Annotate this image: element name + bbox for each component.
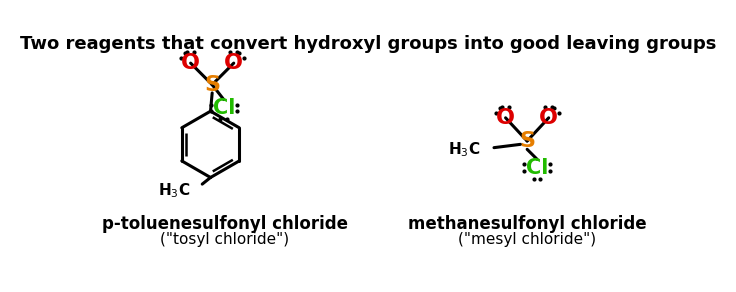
Text: S: S bbox=[204, 75, 220, 95]
Text: ("tosyl chloride"): ("tosyl chloride") bbox=[160, 232, 289, 247]
Text: Cl: Cl bbox=[213, 98, 235, 118]
Text: p-toluenesulfonyl chloride: p-toluenesulfonyl chloride bbox=[102, 215, 347, 233]
Text: Two reagents that convert hydroxyl groups into good leaving groups: Two reagents that convert hydroxyl group… bbox=[20, 35, 716, 53]
Text: H$_3$C: H$_3$C bbox=[448, 140, 481, 159]
Text: O: O bbox=[496, 108, 515, 128]
Text: O: O bbox=[181, 53, 200, 73]
Text: S: S bbox=[519, 131, 535, 151]
Text: H$_3$C: H$_3$C bbox=[158, 181, 191, 200]
Text: methanesulfonyl chloride: methanesulfonyl chloride bbox=[408, 215, 646, 233]
Text: O: O bbox=[224, 53, 243, 73]
Text: ("mesyl chloride"): ("mesyl chloride") bbox=[458, 232, 596, 247]
Text: O: O bbox=[539, 108, 558, 128]
Text: Cl: Cl bbox=[526, 158, 548, 178]
